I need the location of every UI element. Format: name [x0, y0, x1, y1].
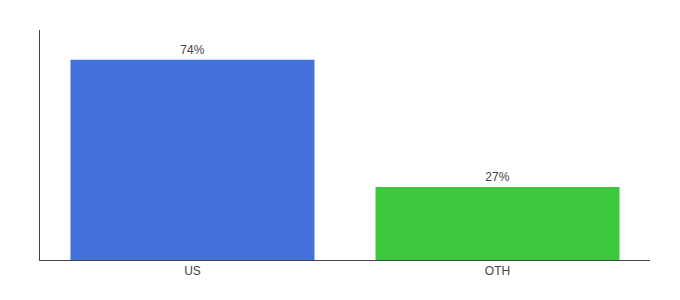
svg-text:27%: 27% — [485, 170, 509, 184]
svg-text:US: US — [184, 264, 201, 278]
svg-text:OTH: OTH — [485, 264, 510, 278]
svg-text:74%: 74% — [180, 43, 204, 57]
